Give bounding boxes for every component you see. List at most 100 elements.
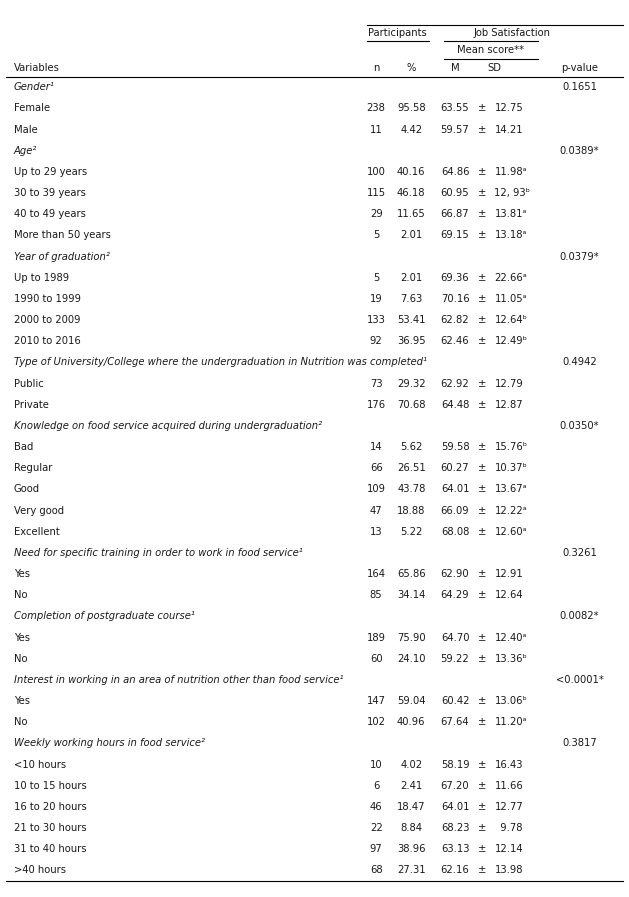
Text: Excellent: Excellent	[14, 527, 59, 536]
Text: 46: 46	[370, 802, 382, 812]
Text: 1990 to 1999: 1990 to 1999	[14, 294, 81, 304]
Text: Need for specific training in order to work in food service¹: Need for specific training in order to w…	[14, 548, 303, 558]
Text: Weekly working hours in food service²: Weekly working hours in food service²	[14, 738, 204, 748]
Text: 59.58: 59.58	[441, 442, 469, 452]
Text: 13.81ᵃ: 13.81ᵃ	[494, 209, 527, 219]
Text: Yes: Yes	[14, 632, 30, 642]
Text: 12.49ᵇ: 12.49ᵇ	[494, 336, 528, 346]
Text: 2.01: 2.01	[400, 231, 423, 240]
Text: 15.76ᵇ: 15.76ᵇ	[494, 442, 528, 452]
Text: ±: ±	[478, 463, 486, 474]
Text: Yes: Yes	[14, 696, 30, 706]
Text: 19: 19	[370, 294, 382, 304]
Text: ±: ±	[478, 379, 486, 388]
Text: 36.95: 36.95	[397, 336, 426, 346]
Text: 68.23: 68.23	[441, 823, 469, 833]
Text: 5: 5	[373, 273, 379, 283]
Text: ±: ±	[478, 696, 486, 706]
Text: Year of graduation²: Year of graduation²	[14, 251, 109, 262]
Text: 31 to 40 hours: 31 to 40 hours	[14, 844, 86, 854]
Text: 11.66: 11.66	[494, 780, 523, 791]
Text: ±: ±	[478, 654, 486, 664]
Text: Participants: Participants	[369, 28, 427, 39]
Text: Age²: Age²	[14, 145, 37, 156]
Text: SD: SD	[487, 63, 501, 73]
Text: 16.43: 16.43	[494, 760, 523, 770]
Text: 73: 73	[370, 379, 382, 388]
Text: 67.64: 67.64	[441, 718, 469, 727]
Text: 0.0350*: 0.0350*	[560, 421, 599, 431]
Text: 64.01: 64.01	[441, 484, 469, 494]
Text: 13.98: 13.98	[494, 866, 523, 875]
Text: Job Satisfaction: Job Satisfaction	[473, 28, 550, 39]
Text: 40 to 49 years: 40 to 49 years	[14, 209, 86, 219]
Text: ±: ±	[478, 209, 486, 219]
Text: 60.27: 60.27	[441, 463, 469, 474]
Text: 13.36ᵇ: 13.36ᵇ	[494, 654, 527, 664]
Text: 4.02: 4.02	[400, 760, 422, 770]
Text: No: No	[14, 718, 27, 727]
Text: ±: ±	[478, 484, 486, 494]
Text: ±: ±	[478, 632, 486, 642]
Text: 65.86: 65.86	[397, 569, 426, 579]
Text: No: No	[14, 654, 27, 664]
Text: 8.84: 8.84	[400, 823, 422, 833]
Text: <0.0001*: <0.0001*	[555, 675, 603, 685]
Text: 13.06ᵇ: 13.06ᵇ	[494, 696, 527, 706]
Text: Yes: Yes	[14, 569, 30, 579]
Text: 10.37ᵇ: 10.37ᵇ	[494, 463, 527, 474]
Text: 12.77: 12.77	[494, 802, 523, 812]
Text: 43.78: 43.78	[397, 484, 425, 494]
Text: 64.29: 64.29	[441, 590, 469, 600]
Text: 64.48: 64.48	[441, 400, 469, 410]
Text: 18.88: 18.88	[397, 506, 425, 516]
Text: 97: 97	[370, 844, 382, 854]
Text: Female: Female	[14, 103, 50, 113]
Text: 12.14: 12.14	[494, 844, 523, 854]
Text: 5.22: 5.22	[400, 527, 423, 536]
Text: 69.15: 69.15	[441, 231, 469, 240]
Text: 12.91: 12.91	[494, 569, 523, 579]
Text: 12.64ᵇ: 12.64ᵇ	[494, 315, 528, 325]
Text: 6: 6	[373, 780, 379, 791]
Text: 2010 to 2016: 2010 to 2016	[14, 336, 81, 346]
Text: 69.36: 69.36	[441, 273, 469, 283]
Text: 0.0082*: 0.0082*	[560, 612, 599, 622]
Text: 12.60ᵃ: 12.60ᵃ	[494, 527, 527, 536]
Text: 60.95: 60.95	[441, 188, 469, 198]
Text: ±: ±	[478, 823, 486, 833]
Text: ±: ±	[478, 400, 486, 410]
Text: 7.63: 7.63	[400, 294, 423, 304]
Text: ±: ±	[478, 780, 486, 791]
Text: ±: ±	[478, 125, 486, 135]
Text: 63.55: 63.55	[441, 103, 469, 113]
Text: 12.87: 12.87	[494, 400, 523, 410]
Text: Up to 29 years: Up to 29 years	[14, 167, 87, 177]
Text: 64.01: 64.01	[441, 802, 469, 812]
Text: >40 hours: >40 hours	[14, 866, 65, 875]
Text: 95.58: 95.58	[397, 103, 426, 113]
Text: 11.98ᵃ: 11.98ᵃ	[494, 167, 527, 177]
Text: 13.67ᵃ: 13.67ᵃ	[494, 484, 527, 494]
Text: 0.3261: 0.3261	[562, 548, 597, 558]
Text: 59.57: 59.57	[441, 125, 469, 135]
Text: Gender¹: Gender¹	[14, 83, 55, 92]
Text: 133: 133	[367, 315, 386, 325]
Text: ±: ±	[478, 273, 486, 283]
Text: Mean score**: Mean score**	[457, 45, 525, 56]
Text: 26.51: 26.51	[397, 463, 426, 474]
Text: No: No	[14, 590, 27, 600]
Text: 10 to 15 hours: 10 to 15 hours	[14, 780, 86, 791]
Text: 0.3817: 0.3817	[562, 738, 597, 748]
Text: ±: ±	[478, 336, 486, 346]
Text: 40.96: 40.96	[397, 718, 426, 727]
Text: 40.16: 40.16	[397, 167, 426, 177]
Text: 63.13: 63.13	[441, 844, 469, 854]
Text: 64.86: 64.86	[441, 167, 469, 177]
Text: 14: 14	[370, 442, 382, 452]
Text: 11.65: 11.65	[397, 209, 426, 219]
Text: 70.68: 70.68	[397, 400, 426, 410]
Text: 70.16: 70.16	[441, 294, 469, 304]
Text: p-value: p-value	[561, 63, 598, 73]
Text: 58.19: 58.19	[441, 760, 469, 770]
